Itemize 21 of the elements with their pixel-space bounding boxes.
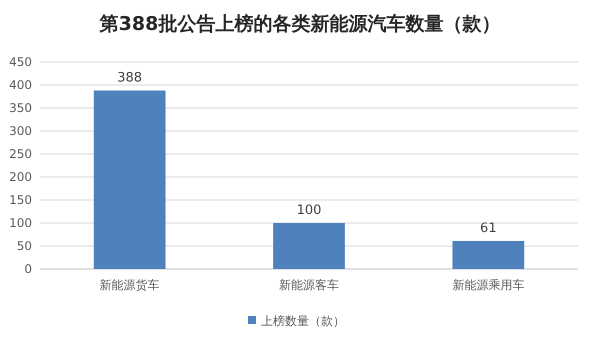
x-tick-label: 新能源乘用车 bbox=[452, 278, 524, 292]
x-tick-label: 新能源客车 bbox=[279, 278, 339, 292]
y-tick-label: 200 bbox=[9, 170, 32, 184]
y-tick-label: 100 bbox=[9, 216, 32, 230]
bar bbox=[452, 240, 524, 269]
bar bbox=[94, 90, 166, 269]
chart-title: 第388批公告上榜的各类新能源汽车数量（款） bbox=[98, 13, 500, 35]
data-label: 388 bbox=[117, 70, 142, 86]
y-tick-label: 250 bbox=[9, 147, 32, 162]
data-label: 61 bbox=[480, 220, 497, 236]
y-tick-label: 300 bbox=[9, 124, 32, 138]
y-tick-label: 400 bbox=[9, 78, 32, 92]
y-tick-label: 350 bbox=[9, 101, 32, 116]
bar bbox=[273, 223, 345, 269]
y-tick-label: 50 bbox=[16, 239, 32, 254]
data-label: 100 bbox=[296, 203, 322, 218]
x-tick-label: 新能源货车 bbox=[100, 278, 160, 292]
legend-label: 上榜数量（款） bbox=[261, 314, 345, 328]
y-tick-label: 0 bbox=[24, 262, 32, 276]
y-tick-label: 450 bbox=[9, 55, 32, 70]
y-tick-label: 150 bbox=[9, 193, 32, 208]
